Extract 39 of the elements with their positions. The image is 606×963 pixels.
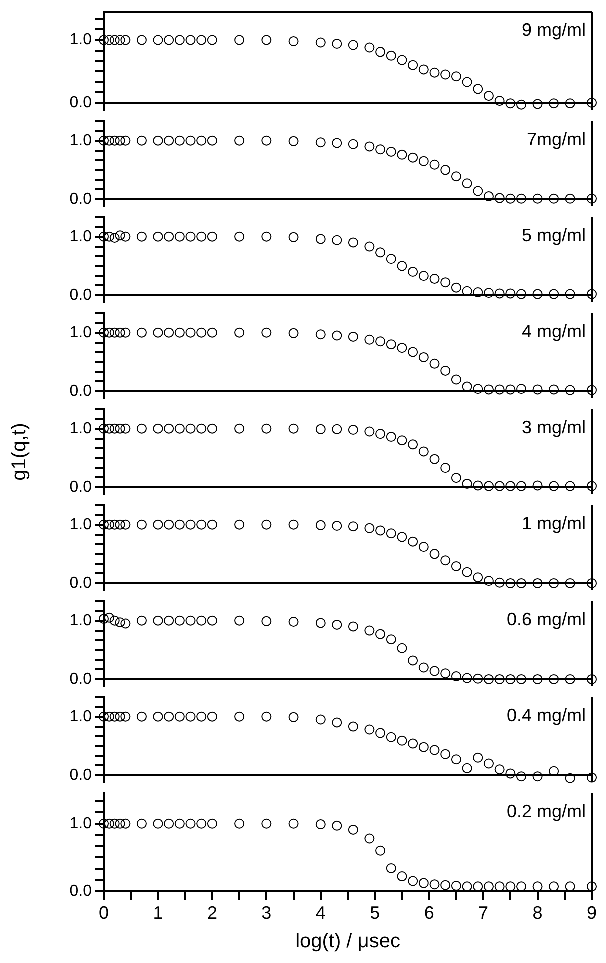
annotation: 1 mg/ml xyxy=(522,514,586,534)
x-tick-label: 8 xyxy=(532,903,543,924)
annotation: 7mg/ml xyxy=(526,130,586,150)
annotation: 0.6 mg/ml xyxy=(506,610,586,630)
y-tick-label: 0.0 xyxy=(70,574,92,592)
y-tick-label: 1.0 xyxy=(70,815,92,832)
y-tick-label: 1.0 xyxy=(70,132,92,150)
x-tick-label: 7 xyxy=(478,903,489,924)
y-tick-label: 0.0 xyxy=(70,382,92,400)
x-tick-label: 6 xyxy=(424,903,434,924)
y-axis-title: g1(q,t) xyxy=(8,423,31,481)
y-tick-label: 0.0 xyxy=(70,190,92,208)
y-tick-label: 1.0 xyxy=(70,516,92,534)
x-tick-label: 4 xyxy=(316,903,326,924)
y-tick-label: 0.0 xyxy=(70,882,92,900)
x-tick-label: 3 xyxy=(262,903,272,924)
y-tick-label: 1.0 xyxy=(70,708,92,726)
x-tick-label: 9 xyxy=(586,903,598,924)
annotation: 4 mg/ml xyxy=(522,322,586,342)
x-tick-label: 5 xyxy=(370,903,380,924)
annotation: 0.2 mg/ml xyxy=(506,802,586,822)
annotation: 0.4 mg/ml xyxy=(506,706,586,726)
y-tick-label: 1.0 xyxy=(70,32,92,49)
y-tick-label: 1.0 xyxy=(70,420,92,438)
y-tick-label: 1.0 xyxy=(70,612,92,630)
y-tick-label: 0.0 xyxy=(70,286,92,304)
x-tick-label: 1 xyxy=(153,903,164,924)
y-tick-label: 0.0 xyxy=(70,478,92,496)
annotation: 9 mg/ml xyxy=(522,20,586,40)
annotation: 3 mg/ml xyxy=(522,418,586,438)
y-tick-label: 0.0 xyxy=(70,94,92,112)
y-tick-label: 1.0 xyxy=(70,324,92,342)
x-axis-title: log(t) / μsec xyxy=(296,930,400,953)
y-tick-label: 0.0 xyxy=(70,670,92,688)
annotation: 5 mg/ml xyxy=(522,226,586,246)
x-tick-label: 2 xyxy=(207,903,218,924)
y-tick-label: 1.0 xyxy=(70,228,92,246)
x-tick-label: 0 xyxy=(98,903,110,924)
y-tick-label: 0.0 xyxy=(70,766,92,784)
